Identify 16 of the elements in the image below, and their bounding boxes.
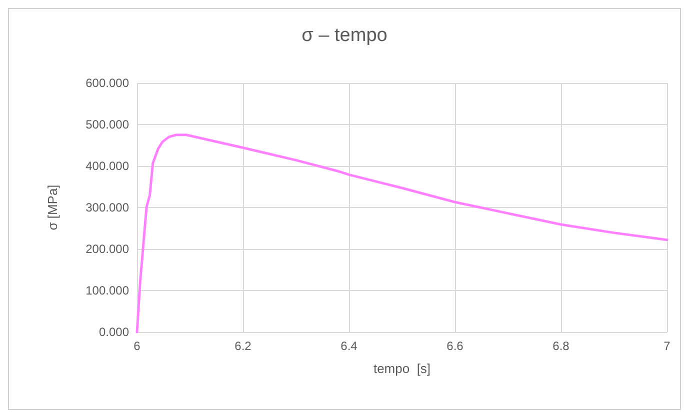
y-tick-label: 400.000 (86, 159, 130, 173)
y-tick-label: 0.000 (98, 325, 130, 339)
x-tick-label: 6.2 (234, 339, 252, 353)
y-tick-label: 200.000 (86, 242, 130, 256)
y-axis-title: σ [MPa] (45, 184, 60, 230)
x-tick-label: 6.8 (552, 339, 570, 353)
chart-title: σ – tempo (302, 25, 388, 46)
y-tick-label: 600.000 (86, 76, 130, 90)
x-tick-label: 6.6 (446, 339, 464, 353)
y-tick-label: 100.000 (86, 284, 130, 298)
x-tick-label: 6 (134, 339, 141, 353)
y-tick-label: 500.000 (86, 118, 130, 132)
x-tick-label: 7 (664, 339, 671, 353)
x-axis-title: tempo [s] (373, 361, 431, 376)
y-tick-label: 300.000 (86, 200, 130, 214)
x-tick-label: 6.4 (340, 339, 358, 353)
